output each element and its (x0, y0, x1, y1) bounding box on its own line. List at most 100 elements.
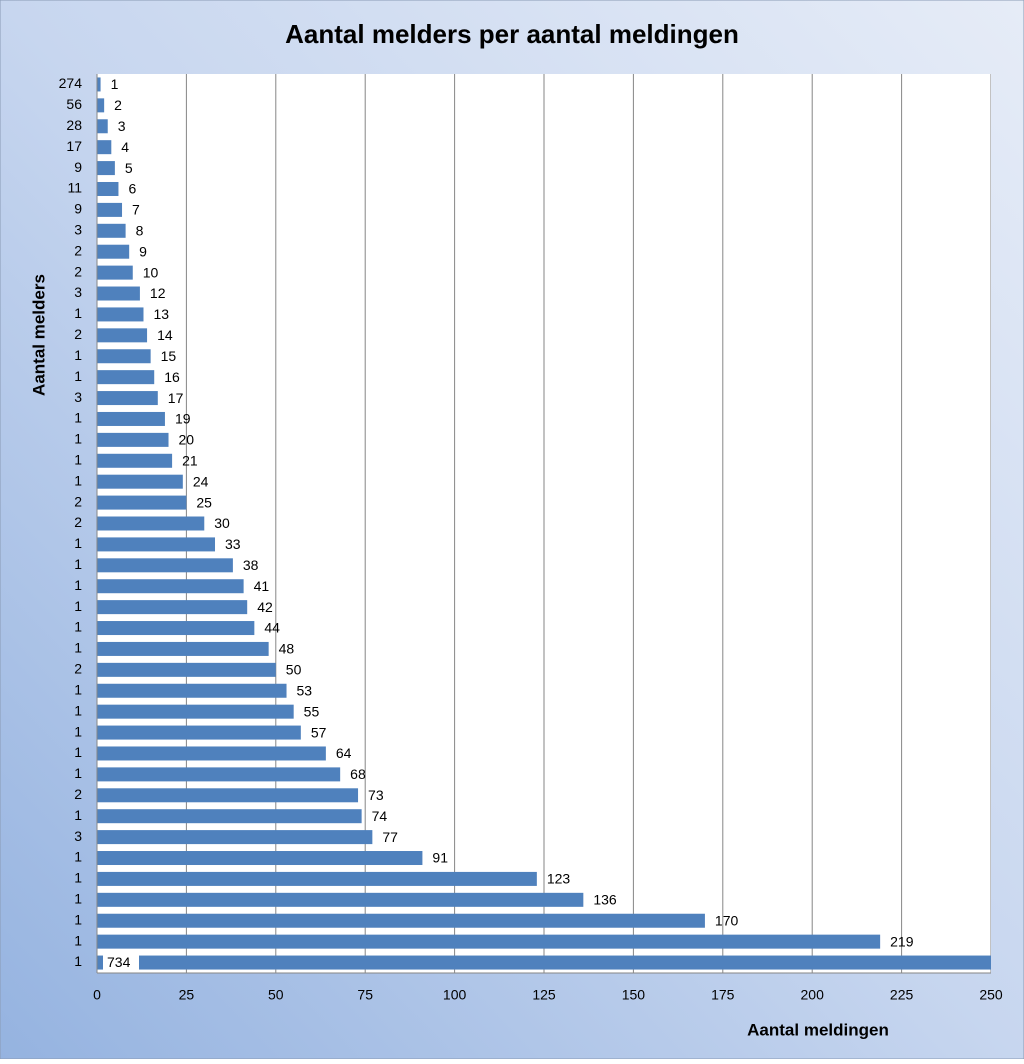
value-label: 9 (139, 243, 147, 259)
value-label: 15 (161, 348, 177, 364)
y-tick-label: 9 (74, 159, 82, 175)
bar (97, 432, 169, 447)
value-label: 57 (311, 724, 327, 740)
y-tick-label: 1 (74, 891, 82, 907)
bar (97, 370, 155, 385)
value-label: 123 (547, 871, 571, 887)
bar (97, 411, 165, 426)
bar (97, 809, 362, 824)
value-label: 170 (715, 912, 739, 928)
value-label: 12 (150, 285, 166, 301)
y-tick-label: 3 (74, 284, 82, 300)
plot (97, 74, 991, 973)
y-tick-label: 1 (74, 744, 82, 760)
y-tick-label: 1 (74, 410, 82, 426)
bar (97, 77, 101, 92)
y-tick-label: 1 (74, 472, 82, 488)
bar (97, 704, 294, 719)
value-label: 53 (297, 682, 313, 698)
x-tick-label: 25 (179, 987, 195, 1003)
bar (97, 892, 584, 907)
y-tick-label: 1 (74, 598, 82, 614)
bar (97, 265, 133, 280)
bar (97, 558, 233, 573)
x-tick-label: 0 (93, 987, 101, 1003)
y-tick-label: 1 (74, 870, 82, 886)
value-label: 136 (593, 892, 617, 908)
value-label: 30 (214, 515, 230, 531)
bar (97, 955, 991, 970)
y-tick-label: 1 (74, 765, 82, 781)
value-label: 44 (264, 620, 280, 636)
y-tick-label: 1 (74, 305, 82, 321)
y-tick-label: 1 (74, 577, 82, 593)
bar (97, 495, 187, 510)
y-tick-label: 56 (66, 96, 82, 112)
bar (97, 579, 244, 594)
x-tick-label: 150 (622, 987, 646, 1003)
bar (97, 600, 248, 615)
y-tick-label: 1 (74, 556, 82, 572)
x-axis-title: Aantal meldingen (747, 1020, 889, 1039)
value-label: 1 (111, 76, 119, 92)
bar (97, 244, 130, 259)
y-tick-label: 1 (74, 347, 82, 363)
bar (97, 537, 216, 552)
x-tick-label: 50 (268, 987, 284, 1003)
y-tick-label: 2 (74, 242, 82, 258)
bar (97, 307, 144, 322)
y-tick-label: 1 (74, 932, 82, 948)
value-label: 2 (114, 97, 122, 113)
y-tick-label: 1 (74, 723, 82, 739)
bar (97, 181, 119, 196)
value-label: 77 (382, 829, 398, 845)
bar (97, 161, 115, 176)
bar (97, 746, 326, 761)
y-tick-label: 1 (74, 535, 82, 551)
value-label: 17 (168, 390, 184, 406)
y-tick-label: 1 (74, 619, 82, 635)
bar (97, 516, 205, 531)
value-label: 74 (372, 808, 388, 824)
y-tick-label: 1 (74, 681, 82, 697)
bar (97, 851, 423, 866)
x-tick-label: 125 (532, 987, 556, 1003)
bar (97, 349, 151, 364)
value-label: 16 (164, 369, 180, 385)
bar (97, 788, 359, 803)
value-label: 38 (243, 557, 259, 573)
y-axis-title: Aantal melders (29, 274, 48, 396)
value-label: 55 (304, 703, 320, 719)
y-tick-label: 1 (74, 849, 82, 865)
value-label: 73 (368, 787, 384, 803)
value-label: 5 (125, 160, 133, 176)
y-tick-label: 1 (74, 702, 82, 718)
y-tick-label: 1 (74, 451, 82, 467)
bar (97, 621, 255, 636)
bar (97, 725, 301, 740)
value-label: 10 (143, 264, 159, 280)
bar (97, 391, 158, 406)
y-tick-label: 274 (59, 75, 83, 91)
value-label: 50 (286, 662, 302, 678)
value-label: 734 (107, 954, 131, 970)
value-label: 24 (193, 473, 209, 489)
y-tick-label: 3 (74, 389, 82, 405)
bar (97, 934, 881, 949)
bar (97, 98, 105, 113)
y-tick-label: 28 (66, 117, 82, 133)
y-tick-label: 2 (74, 493, 82, 509)
value-label: 8 (136, 223, 144, 239)
value-label: 7 (132, 202, 140, 218)
value-label: 42 (257, 599, 273, 615)
y-tick-label: 1 (74, 368, 82, 384)
x-tick-label: 175 (711, 987, 735, 1003)
bar (97, 662, 276, 677)
x-tick-label: 100 (443, 987, 467, 1003)
x-tick-label: 225 (890, 987, 914, 1003)
bar (97, 140, 112, 155)
y-tick-label: 1 (74, 911, 82, 927)
x-tick-label: 250 (979, 987, 1003, 1003)
value-label: 219 (890, 933, 914, 949)
